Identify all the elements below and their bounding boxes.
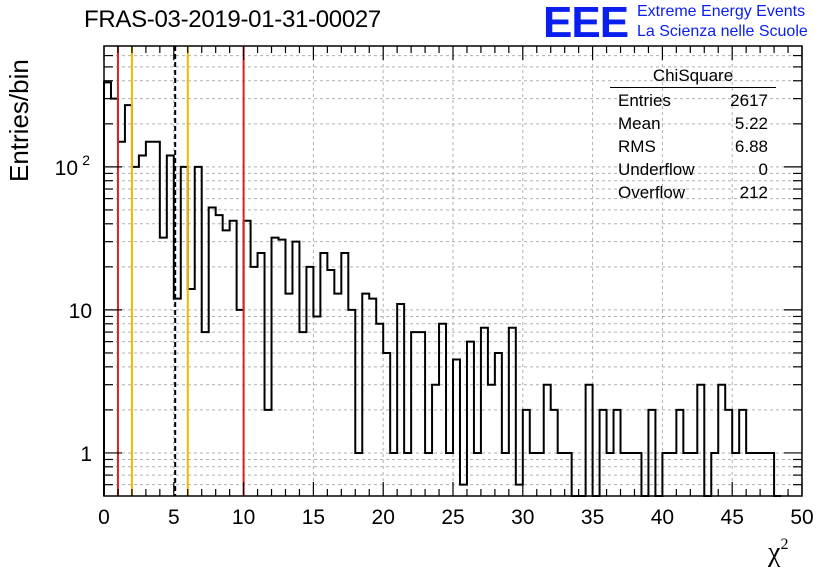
x-tick-label: 45 bbox=[721, 506, 744, 529]
x-tick-label: 35 bbox=[581, 506, 604, 529]
stats-value: 212 bbox=[739, 183, 768, 202]
x-tick-label: 5 bbox=[168, 506, 180, 529]
x-tick-label: 15 bbox=[302, 506, 325, 529]
y-tick-label: 1 bbox=[80, 443, 92, 466]
x-tick-label: 0 bbox=[98, 506, 110, 529]
x-axis-label: χ2 bbox=[768, 536, 788, 569]
stats-value: 5.22 bbox=[734, 114, 768, 133]
stats-row-rms: RMS 6.88 bbox=[610, 135, 776, 158]
y-tick-label: 10 bbox=[69, 300, 92, 323]
stats-box: ChiSquare Entries 2617 Mean 5.22 RMS 6.88 U… bbox=[610, 66, 776, 204]
x-tick-label: 40 bbox=[651, 506, 674, 529]
stats-value: 0 bbox=[758, 160, 768, 179]
logo-tagline-1: Extreme Energy Events bbox=[637, 3, 806, 20]
stats-row-mean: Mean 5.22 bbox=[610, 112, 776, 135]
y-tick-exponent: 2 bbox=[82, 152, 90, 168]
logo-tagline-2: La Scienza nelle Scuole bbox=[637, 23, 808, 40]
chart-title: FRAS-03-2019-01-31-00027 bbox=[84, 6, 381, 33]
x-axis-label-symbol: χ bbox=[768, 537, 781, 568]
y-tick-label: 10 bbox=[55, 157, 78, 180]
stats-label: Overflow bbox=[618, 183, 686, 202]
stats-label: RMS bbox=[618, 137, 656, 156]
x-tick-label: 50 bbox=[790, 506, 813, 529]
x-axis-label-exponent: 2 bbox=[780, 536, 789, 553]
stats-value: 6.88 bbox=[734, 137, 768, 156]
x-tick-label: 10 bbox=[232, 506, 255, 529]
stats-label: Entries bbox=[618, 91, 671, 110]
stats-label: Underflow bbox=[618, 160, 695, 179]
x-tick-label: 20 bbox=[372, 506, 395, 529]
eee-logo-mark: EEE bbox=[543, 0, 629, 47]
stats-row-entries: Entries 2617 bbox=[610, 89, 776, 112]
y-axis-label: Entries/bin bbox=[4, 59, 34, 182]
x-tick-label: 30 bbox=[511, 506, 534, 529]
stats-row-overflow: Overflow 212 bbox=[610, 181, 776, 204]
stats-value: 2617 bbox=[730, 91, 768, 110]
stats-label: Mean bbox=[618, 114, 661, 133]
x-tick-label: 25 bbox=[441, 506, 464, 529]
stats-title: ChiSquare bbox=[610, 66, 776, 88]
histogram-bars bbox=[103, 81, 782, 497]
stats-row-underflow: Underflow 0 bbox=[610, 158, 776, 181]
